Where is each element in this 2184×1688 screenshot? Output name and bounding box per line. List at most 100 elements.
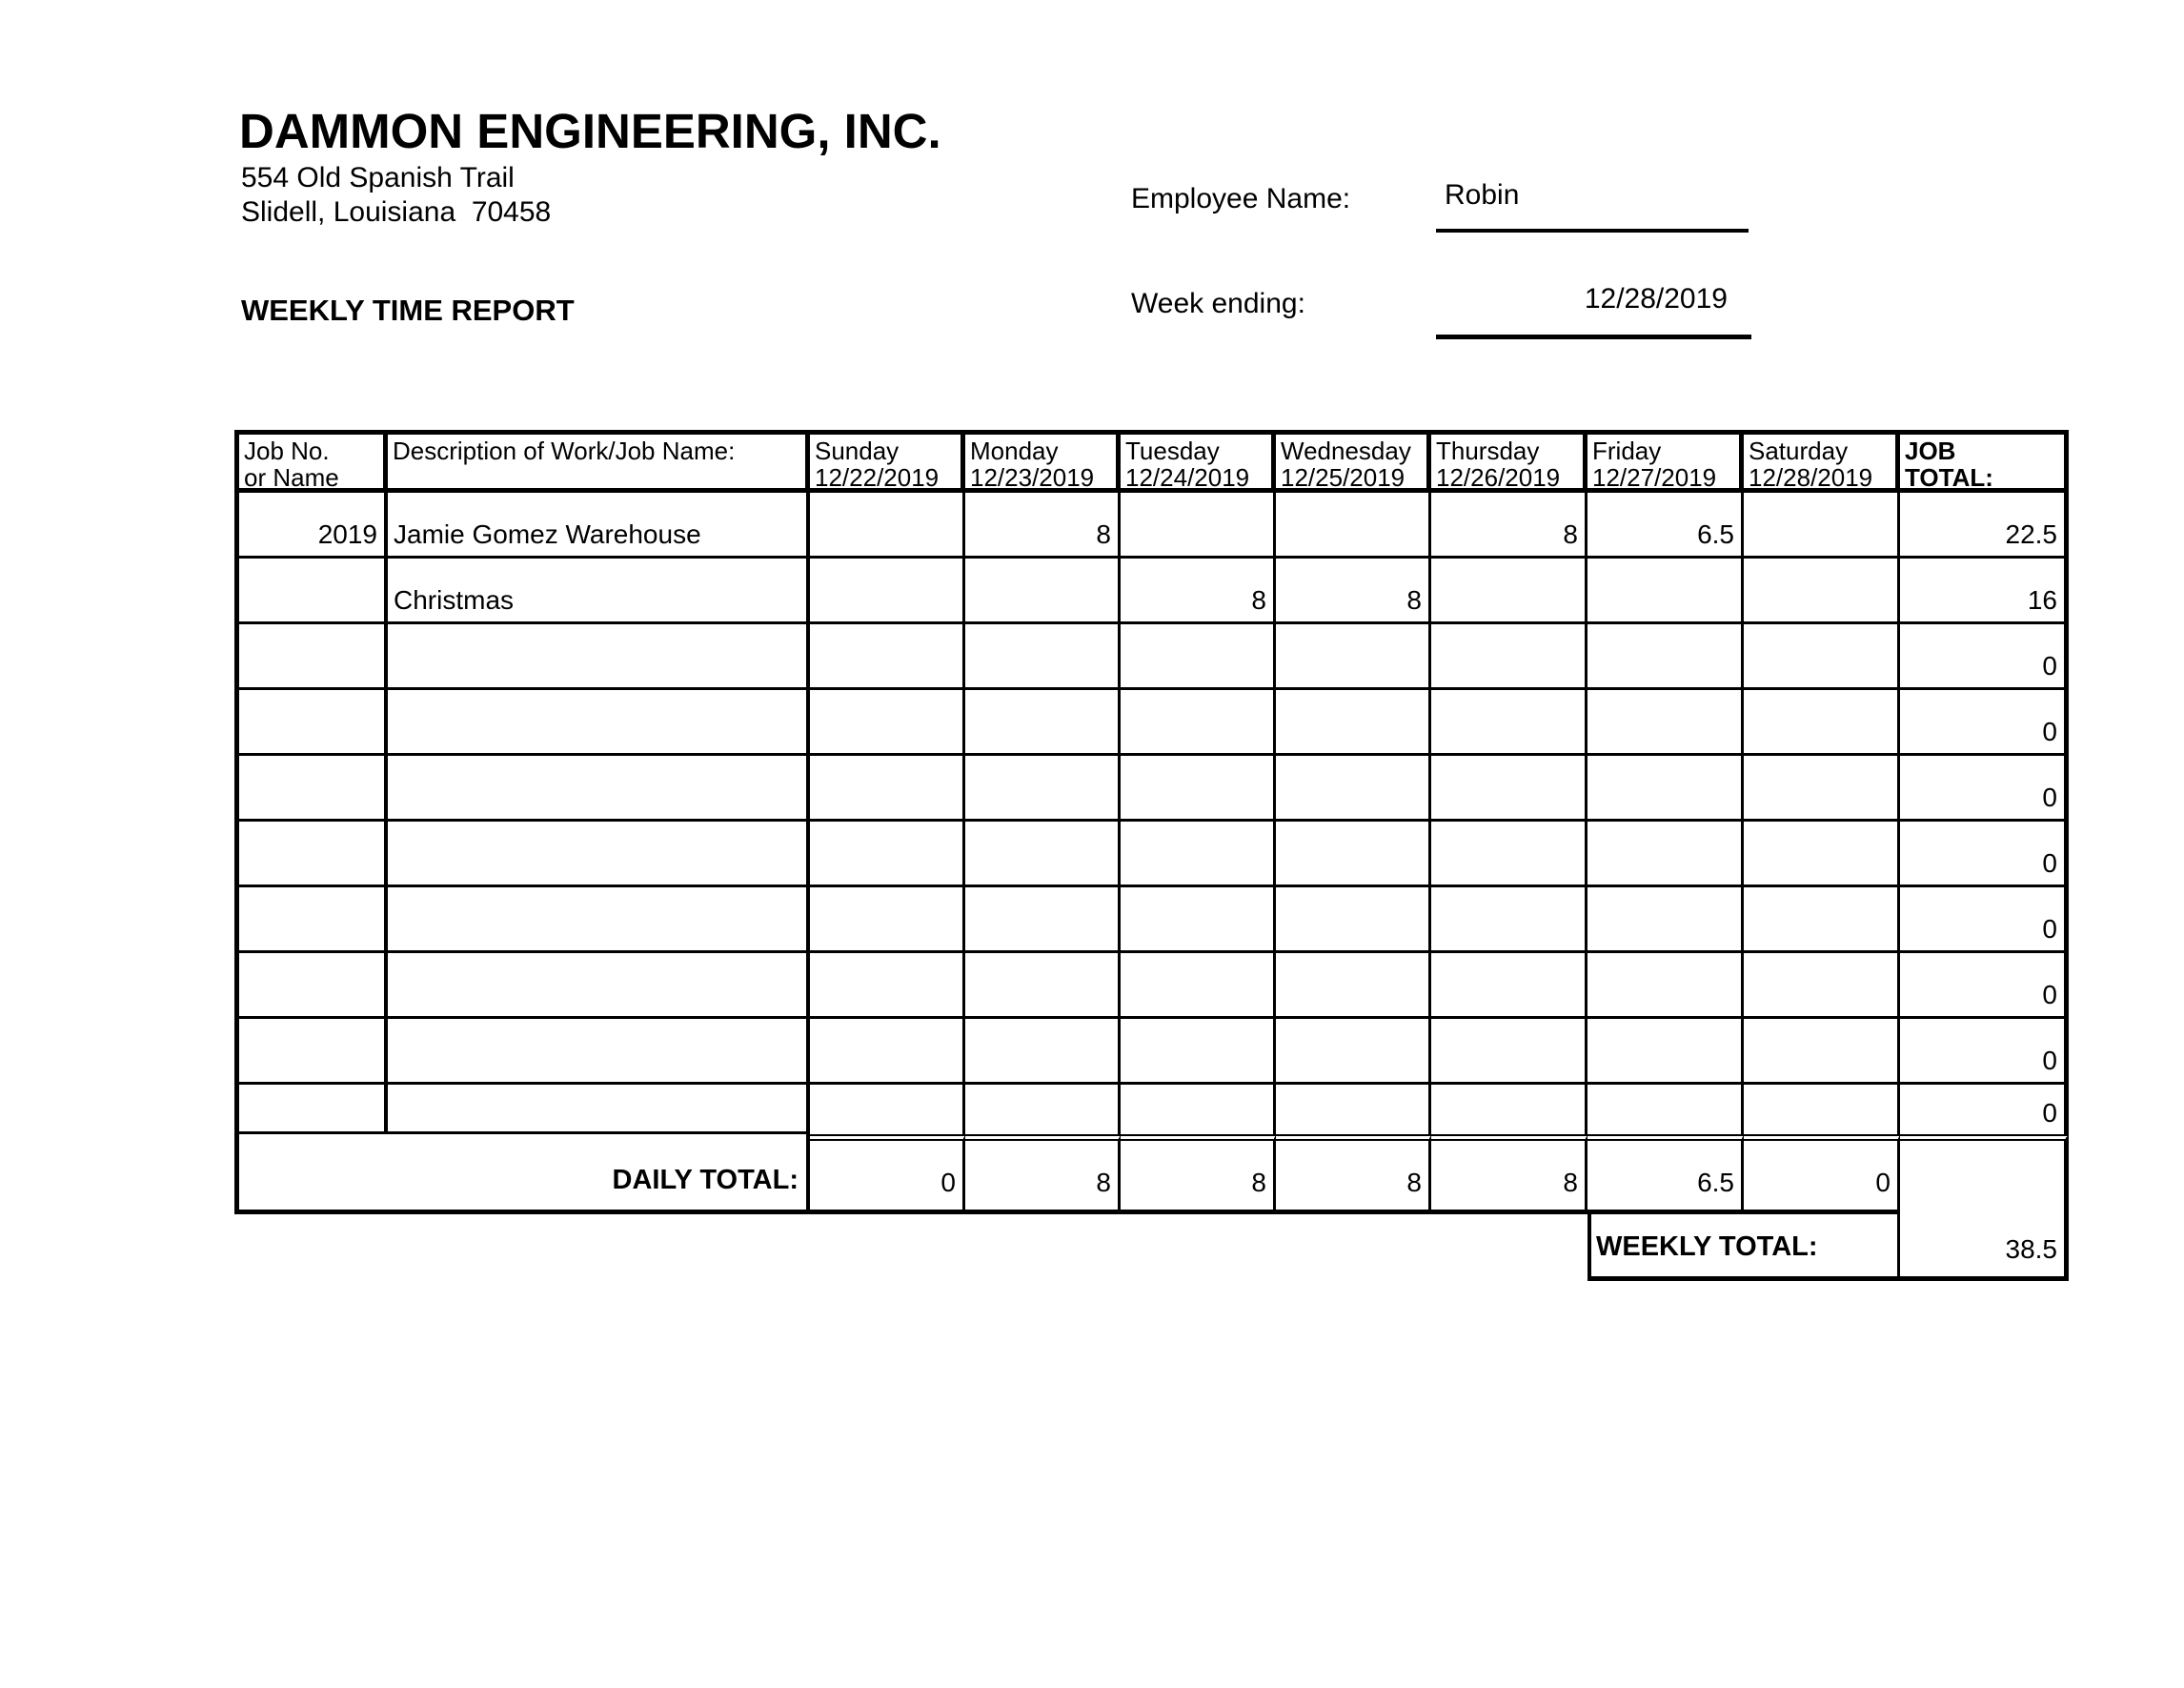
cell-r6-monday[interactable] [965, 822, 1121, 887]
cell-r4-thursday[interactable] [1431, 690, 1587, 756]
cell-r3-sunday[interactable] [810, 624, 965, 690]
cell-r9-description[interactable] [388, 1019, 810, 1085]
cell-r6-thursday[interactable] [1431, 822, 1587, 887]
cell-r5-friday[interactable] [1587, 756, 1744, 822]
cell-r4-description[interactable] [388, 690, 810, 756]
cell-r10-description[interactable] [388, 1085, 810, 1134]
cell-r3-saturday[interactable] [1744, 624, 1900, 690]
cell-r1-sunday[interactable] [810, 493, 965, 559]
column-header-line1: Monday [970, 437, 1059, 465]
cell-r10-friday[interactable] [1587, 1085, 1744, 1134]
cell-r3-friday[interactable] [1587, 624, 1744, 690]
cell-r2-thursday[interactable] [1431, 559, 1587, 624]
cell-r9-sunday[interactable] [810, 1019, 965, 1085]
cell-r1-thursday[interactable]: 8 [1431, 493, 1587, 559]
cell-r6-saturday[interactable] [1744, 822, 1900, 887]
cell-r7-sunday[interactable] [810, 887, 965, 953]
cell-r10-wednesday[interactable] [1276, 1085, 1431, 1134]
cell-r7-description[interactable] [388, 887, 810, 953]
cell-r1-friday[interactable]: 6.5 [1587, 493, 1744, 559]
cell-r6-job-no[interactable] [234, 822, 388, 887]
cell-r7-saturday[interactable] [1744, 887, 1900, 953]
cell-r9-wednesday[interactable] [1276, 1019, 1431, 1085]
cell-r7-job-no[interactable] [234, 887, 388, 953]
cell-r6-description[interactable] [388, 822, 810, 887]
cell-r8-wednesday[interactable] [1276, 953, 1431, 1019]
cell-r3-tuesday[interactable] [1121, 624, 1276, 690]
cell-r7-tuesday[interactable] [1121, 887, 1276, 953]
cell-r9-job-no[interactable] [234, 1019, 388, 1085]
cell-r10-job-no[interactable] [234, 1085, 388, 1134]
cell-r2-description[interactable]: Christmas [388, 559, 810, 624]
cell-r6-sunday[interactable] [810, 822, 965, 887]
cell-r4-sunday[interactable] [810, 690, 965, 756]
cell-r9-tuesday[interactable] [1121, 1019, 1276, 1085]
cell-r4-job-no[interactable] [234, 690, 388, 756]
cell-r5-monday[interactable] [965, 756, 1121, 822]
cell-r1-wednesday[interactable] [1276, 493, 1431, 559]
cell-r9-friday[interactable] [1587, 1019, 1744, 1085]
cell-r4-saturday[interactable] [1744, 690, 1900, 756]
cell-r4-tuesday[interactable] [1121, 690, 1276, 756]
cell-r3-monday[interactable] [965, 624, 1121, 690]
daily-total-friday: 6.5 [1587, 1134, 1744, 1214]
column-header-line1: JOB [1905, 437, 1956, 465]
cell-r9-saturday[interactable] [1744, 1019, 1900, 1085]
cell-r3-wednesday[interactable] [1276, 624, 1431, 690]
cell-r3-thursday[interactable] [1431, 624, 1587, 690]
cell-r1-job-no[interactable]: 2019 [234, 493, 388, 559]
cell-r2-sunday[interactable] [810, 559, 965, 624]
cell-r5-wednesday[interactable] [1276, 756, 1431, 822]
cell-r5-saturday[interactable] [1744, 756, 1900, 822]
column-header-line1: Thursday [1436, 437, 1540, 465]
cell-r5-job-no[interactable] [234, 756, 388, 822]
cell-r3-description[interactable] [388, 624, 810, 690]
cell-r1-tuesday[interactable] [1121, 493, 1276, 559]
company-address-line2: Slidell, Louisiana 70458 [241, 196, 552, 228]
cell-r8-monday[interactable] [965, 953, 1121, 1019]
cell-r2-tuesday[interactable]: 8 [1121, 559, 1276, 624]
cell-r9-thursday[interactable] [1431, 1019, 1587, 1085]
cell-r8-sunday[interactable] [810, 953, 965, 1019]
cell-r10-saturday[interactable] [1744, 1085, 1900, 1134]
cell-r7-monday[interactable] [965, 887, 1121, 953]
cell-r4-wednesday[interactable] [1276, 690, 1431, 756]
cell-r4-monday[interactable] [965, 690, 1121, 756]
cell-r4-friday[interactable] [1587, 690, 1744, 756]
cell-r8-friday[interactable] [1587, 953, 1744, 1019]
cell-r10-tuesday[interactable] [1121, 1085, 1276, 1134]
cell-r6-tuesday[interactable] [1121, 822, 1276, 887]
cell-r8-thursday[interactable] [1431, 953, 1587, 1019]
cell-r8-description[interactable] [388, 953, 810, 1019]
cell-r2-job-no[interactable] [234, 559, 388, 624]
cell-r10-thursday[interactable] [1431, 1085, 1587, 1134]
cell-r6-friday[interactable] [1587, 822, 1744, 887]
cell-r1-description[interactable]: Jamie Gomez Warehouse [388, 493, 810, 559]
cell-r7-friday[interactable] [1587, 887, 1744, 953]
cell-r5-sunday[interactable] [810, 756, 965, 822]
week-ending-value[interactable]: 12/28/2019 [1584, 283, 1728, 315]
cell-r10-monday[interactable] [965, 1085, 1121, 1134]
cell-r2-wednesday[interactable]: 8 [1276, 559, 1431, 624]
cell-r3-job-no[interactable] [234, 624, 388, 690]
daily-total-wednesday: 8 [1276, 1134, 1431, 1214]
cell-r8-tuesday[interactable] [1121, 953, 1276, 1019]
cell-r10-sunday[interactable] [810, 1085, 965, 1134]
cell-r2-saturday[interactable] [1744, 559, 1900, 624]
employee-name-value[interactable]: Robin [1445, 179, 1520, 211]
cell-r8-job-no[interactable] [234, 953, 388, 1019]
cell-r5-description[interactable] [388, 756, 810, 822]
cell-r8-saturday[interactable] [1744, 953, 1900, 1019]
cell-r7-thursday[interactable] [1431, 887, 1587, 953]
cell-r9-monday[interactable] [965, 1019, 1121, 1085]
cell-r2-friday[interactable] [1587, 559, 1744, 624]
cell-r6-wednesday[interactable] [1276, 822, 1431, 887]
cell-r5-thursday[interactable] [1431, 756, 1587, 822]
cell-r1-saturday[interactable] [1744, 493, 1900, 559]
cell-r5-tuesday[interactable] [1121, 756, 1276, 822]
cell-r7-wednesday[interactable] [1276, 887, 1431, 953]
cell-r1-monday[interactable]: 8 [965, 493, 1121, 559]
cell-r2-monday[interactable] [965, 559, 1121, 624]
column-header-line2: or Name [244, 463, 339, 492]
